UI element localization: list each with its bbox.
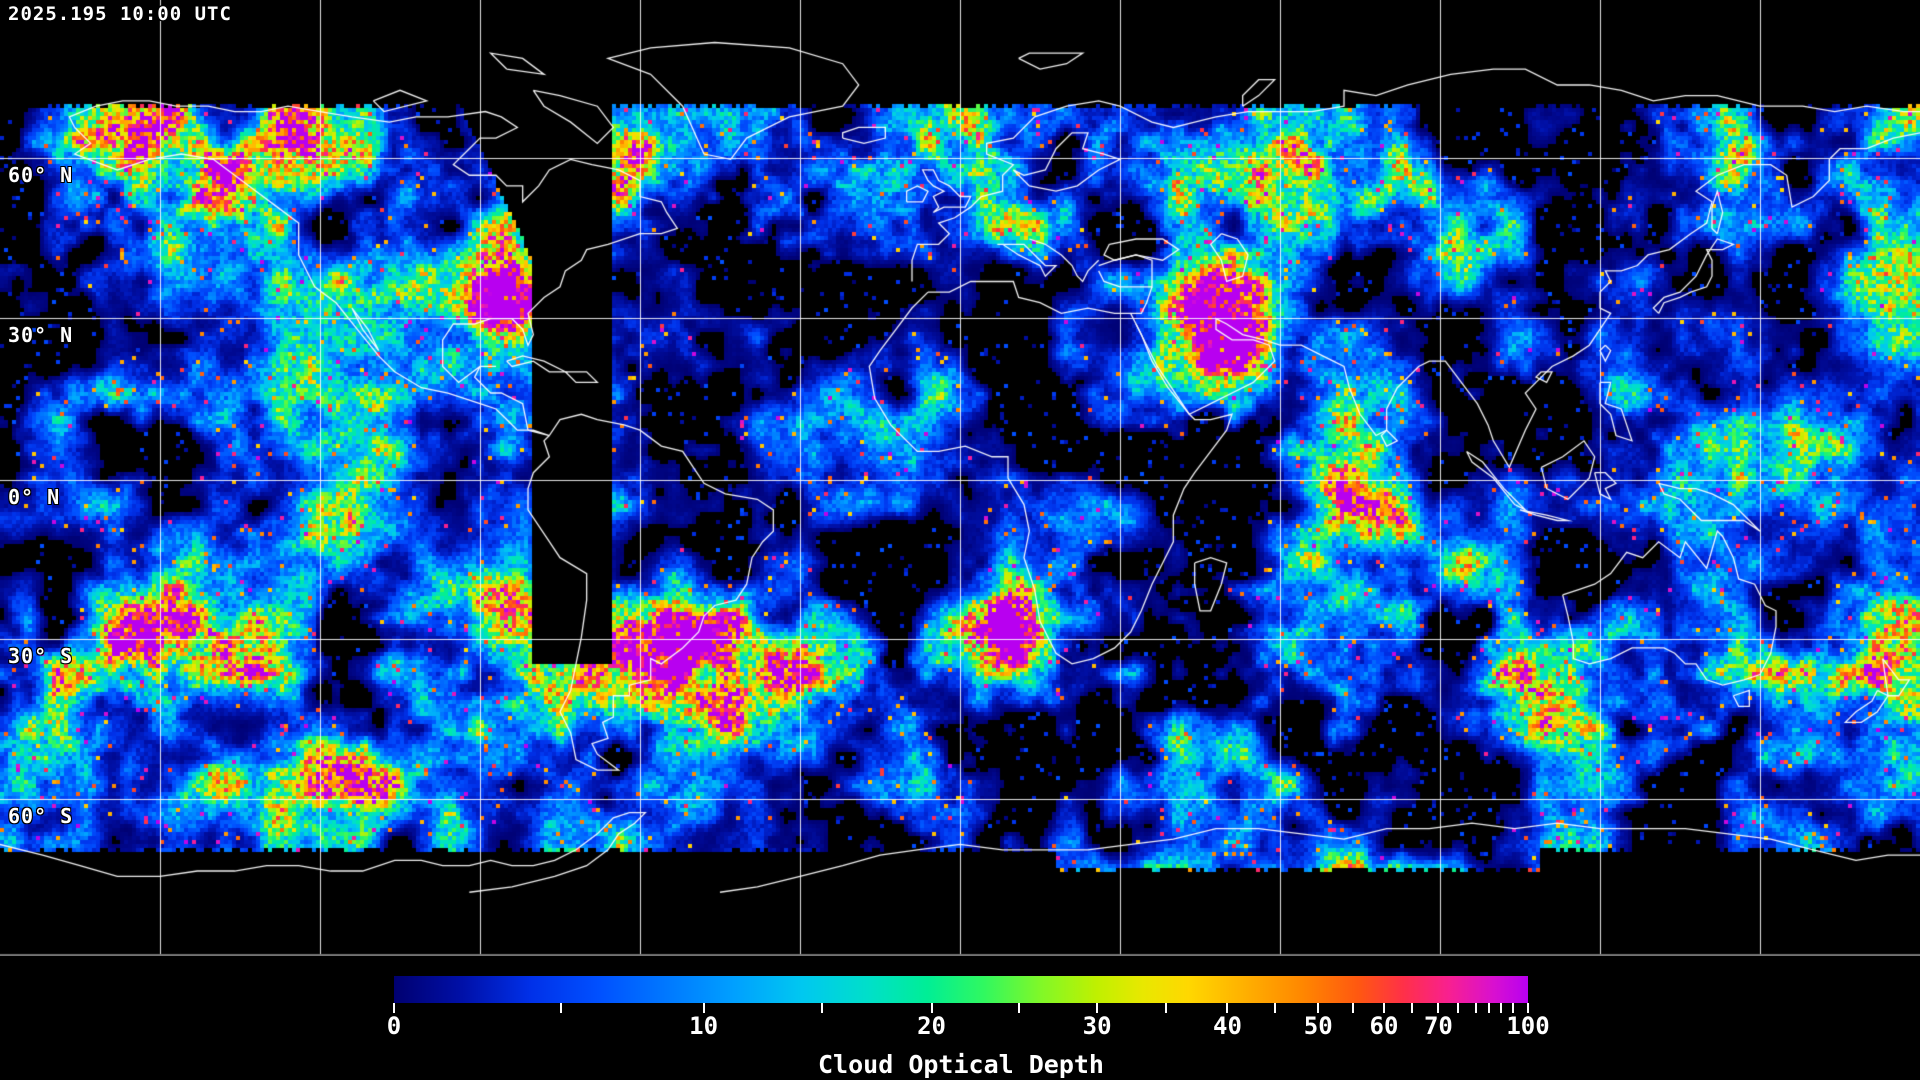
colorbar-tick	[820, 1003, 823, 1013]
colorbar-gradient	[394, 976, 1528, 1003]
latitude-label: 60° N	[8, 163, 74, 187]
colorbar-tick	[559, 1003, 562, 1013]
colorbar-tick	[1512, 1003, 1515, 1013]
colorbar-tick	[1474, 1003, 1477, 1013]
colorbar-tick	[1317, 1003, 1320, 1013]
latitude-label: 30° N	[8, 323, 74, 347]
colorbar-tick	[1456, 1003, 1459, 1013]
colorbar-tick-label: 10	[689, 1012, 719, 1040]
world-cloud-map-canvas	[0, 0, 1920, 956]
latitude-label: 0° N	[8, 485, 61, 509]
colorbar-tick	[1382, 1003, 1385, 1013]
colorbar-tick-label: 100	[1506, 1012, 1550, 1040]
colorbar-tick	[1527, 1003, 1529, 1013]
timestamp: 2025.195 10:00 UTC	[8, 3, 232, 25]
colorbar-tick	[702, 1003, 705, 1013]
colorbar-tick	[1411, 1003, 1414, 1013]
colorbar-tick	[1499, 1003, 1502, 1013]
colorbar-tick	[1352, 1003, 1355, 1013]
colorbar-tick-label: 50	[1303, 1012, 1333, 1040]
colorbar-tick-label: 0	[386, 1012, 402, 1040]
colorbar-tick	[1488, 1003, 1491, 1013]
colorbar-tick	[1437, 1003, 1440, 1013]
colorbar-tick	[1017, 1003, 1020, 1013]
colorbar-tick	[393, 1003, 395, 1013]
colorbar-tick	[1226, 1003, 1229, 1013]
colorbar-tick	[1096, 1003, 1099, 1013]
colorbar-tick	[930, 1003, 933, 1013]
colorbar-tick	[1165, 1003, 1168, 1013]
colorbar-tick-label: 20	[917, 1012, 946, 1040]
colorbar-tick-label: 40	[1213, 1012, 1242, 1040]
colorbar-tick-label: 70	[1423, 1012, 1453, 1040]
latitude-label: 60° S	[8, 804, 74, 828]
colorbar-tick	[1274, 1003, 1277, 1013]
colorbar-tick-label: 60	[1369, 1012, 1399, 1040]
colorbar-title: Cloud Optical Depth	[818, 1050, 1104, 1079]
latitude-label: 30° S	[8, 644, 74, 668]
colorbar-tick-label: 30	[1082, 1012, 1112, 1040]
